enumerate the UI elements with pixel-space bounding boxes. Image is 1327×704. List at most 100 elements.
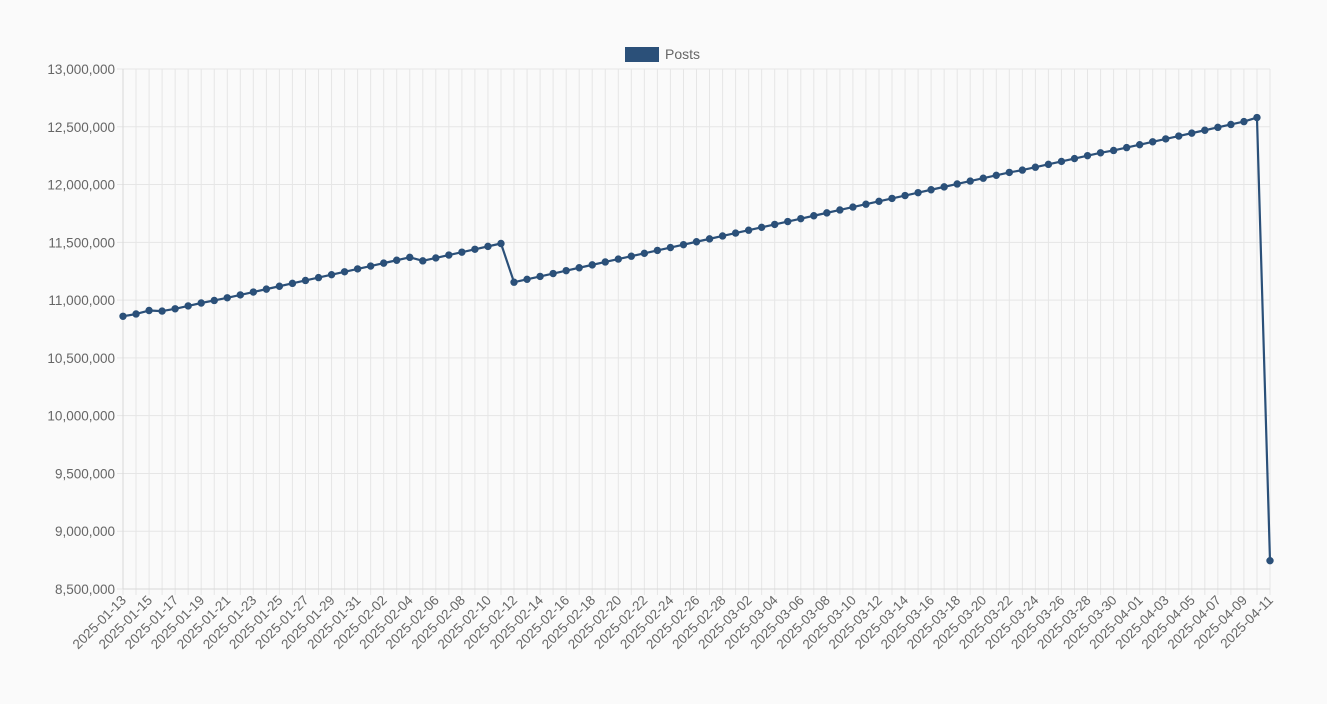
- data-point[interactable]: [419, 257, 427, 265]
- data-point[interactable]: [666, 243, 675, 252]
- data-point[interactable]: [1109, 146, 1118, 155]
- data-point[interactable]: [210, 296, 218, 305]
- y-tick-label: 8,500,000: [55, 582, 115, 597]
- y-tick-label: 10,500,000: [47, 351, 115, 366]
- data-point[interactable]: [471, 245, 479, 253]
- data-point[interactable]: [875, 197, 883, 206]
- data-point[interactable]: [979, 174, 987, 182]
- data-point[interactable]: [1148, 138, 1157, 146]
- data-point[interactable]: [327, 270, 336, 279]
- data-point[interactable]: [731, 229, 740, 237]
- data-point[interactable]: [288, 279, 297, 288]
- y-tick-label: 13,000,000: [47, 62, 115, 77]
- data-point[interactable]: [536, 272, 544, 281]
- data-point[interactable]: [1253, 113, 1261, 122]
- data-point[interactable]: [158, 307, 166, 315]
- data-point[interactable]: [301, 276, 310, 285]
- data-point[interactable]: [1005, 168, 1014, 177]
- data-point[interactable]: [1096, 149, 1105, 157]
- legend[interactable]: Posts: [625, 46, 700, 62]
- data-point[interactable]: [432, 254, 440, 262]
- data-point[interactable]: [445, 251, 453, 259]
- data-point[interactable]: [249, 288, 258, 296]
- data-point[interactable]: [1057, 157, 1066, 166]
- data-point[interactable]: [614, 255, 622, 263]
- data-point[interactable]: [627, 252, 636, 260]
- data-point[interactable]: [927, 186, 935, 194]
- data-point[interactable]: [823, 209, 831, 217]
- data-point[interactable]: [601, 258, 609, 266]
- data-point[interactable]: [379, 259, 388, 267]
- data-point[interactable]: [406, 253, 414, 262]
- data-point[interactable]: [562, 266, 570, 275]
- data-point[interactable]: [1018, 166, 1027, 174]
- data-point[interactable]: [340, 268, 349, 276]
- y-tick-label: 11,000,000: [48, 293, 115, 308]
- data-point[interactable]: [1175, 132, 1183, 140]
- data-point[interactable]: [1201, 126, 1209, 134]
- data-point[interactable]: [262, 285, 271, 293]
- data-point[interactable]: [314, 273, 323, 282]
- data-point[interactable]: [940, 183, 948, 191]
- data-point[interactable]: [640, 249, 649, 258]
- data-point[interactable]: [275, 282, 284, 290]
- data-point[interactable]: [132, 310, 140, 318]
- data-point[interactable]: [171, 305, 179, 313]
- data-point[interactable]: [497, 239, 505, 248]
- data-point[interactable]: [223, 294, 231, 302]
- data-point[interactable]: [1122, 143, 1131, 152]
- data-point[interactable]: [1188, 129, 1196, 137]
- data-point[interactable]: [718, 232, 727, 240]
- data-point[interactable]: [953, 180, 961, 188]
- legend-swatch-posts[interactable]: [625, 47, 659, 62]
- data-point[interactable]: [1227, 120, 1235, 129]
- data-point[interactable]: [1240, 117, 1248, 126]
- data-point[interactable]: [145, 306, 153, 315]
- data-point[interactable]: [966, 177, 974, 185]
- data-point[interactable]: [692, 238, 701, 246]
- data-point[interactable]: [797, 214, 805, 223]
- data-point[interactable]: [757, 223, 766, 232]
- data-point[interactable]: [744, 226, 753, 234]
- data-point[interactable]: [862, 200, 870, 208]
- data-point[interactable]: [1044, 160, 1053, 169]
- data-point[interactable]: [771, 220, 779, 229]
- legend-label-posts[interactable]: Posts: [665, 46, 700, 62]
- data-point[interactable]: [1266, 556, 1274, 565]
- data-point[interactable]: [705, 235, 714, 243]
- data-point[interactable]: [784, 217, 792, 226]
- data-point[interactable]: [184, 302, 192, 310]
- y-tick-label: 11,500,000: [48, 235, 115, 250]
- data-point[interactable]: [484, 242, 492, 251]
- data-point[interactable]: [236, 291, 245, 299]
- data-point[interactable]: [197, 299, 205, 307]
- y-tick-label: 9,500,000: [55, 466, 115, 481]
- data-point[interactable]: [1162, 135, 1170, 143]
- data-point[interactable]: [353, 265, 362, 273]
- data-point[interactable]: [575, 264, 583, 272]
- data-point[interactable]: [458, 248, 466, 256]
- data-point[interactable]: [510, 278, 518, 286]
- data-point[interactable]: [653, 246, 662, 255]
- data-point[interactable]: [549, 269, 557, 278]
- data-point[interactable]: [992, 171, 1000, 180]
- data-point[interactable]: [366, 262, 375, 270]
- data-point[interactable]: [1214, 123, 1222, 132]
- data-point[interactable]: [679, 240, 688, 249]
- data-point[interactable]: [914, 188, 922, 197]
- data-point[interactable]: [901, 191, 909, 200]
- data-point[interactable]: [849, 203, 857, 211]
- data-point[interactable]: [1083, 151, 1092, 160]
- data-point[interactable]: [1031, 163, 1040, 171]
- data-point[interactable]: [523, 275, 531, 284]
- data-point[interactable]: [836, 206, 844, 214]
- data-point[interactable]: [1135, 140, 1144, 149]
- data-point[interactable]: [393, 256, 401, 264]
- data-point[interactable]: [588, 261, 596, 269]
- data-point[interactable]: [888, 194, 896, 203]
- data-point[interactable]: [119, 312, 127, 320]
- data-point[interactable]: [1070, 154, 1079, 163]
- data-point[interactable]: [810, 212, 818, 220]
